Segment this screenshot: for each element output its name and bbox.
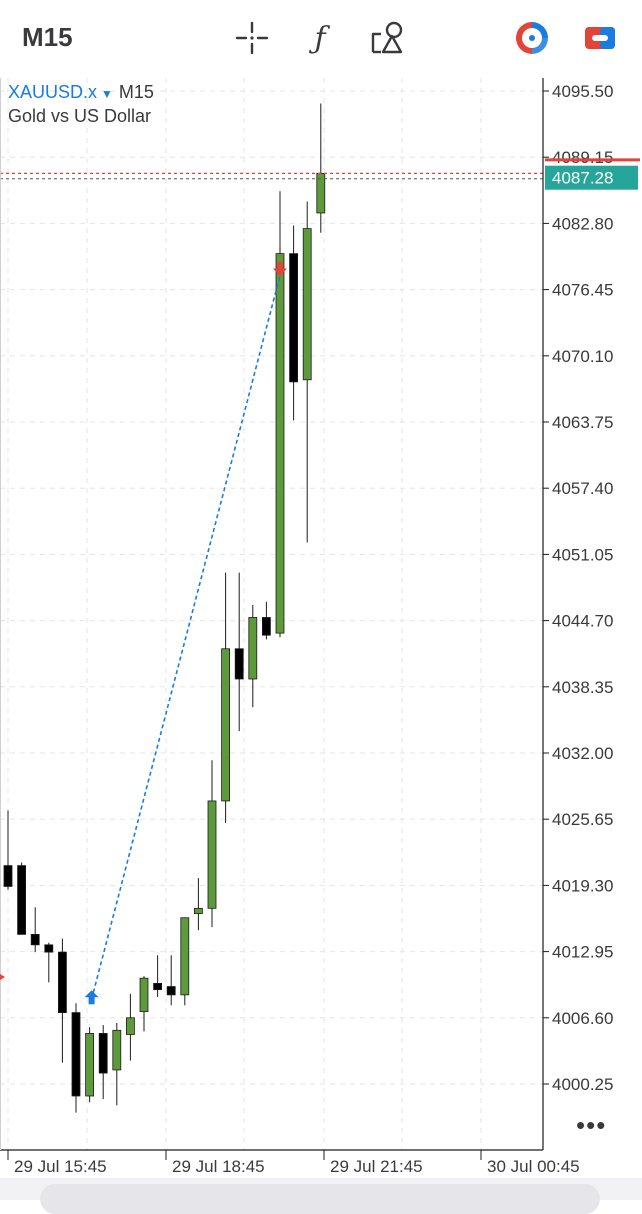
price-label: 4044.70 <box>552 612 613 631</box>
price-label: 4012.95 <box>552 943 613 962</box>
bull-candle <box>302 228 312 381</box>
buy-arrow-icon <box>84 990 99 1005</box>
bear-candle <box>58 951 67 1013</box>
top-toolbar: M15 ƒ <box>0 0 642 78</box>
bear-candle <box>98 1033 108 1074</box>
price-label: 4019.30 <box>552 876 613 895</box>
trade-toggle-icon[interactable] <box>512 18 552 58</box>
price-label: 4025.65 <box>552 810 613 829</box>
time-label: 30 Jul 00:45 <box>487 1157 580 1176</box>
sell-arrow-icon <box>273 261 287 277</box>
bull-candle <box>193 907 203 914</box>
price-label: 4070.10 <box>552 347 613 366</box>
price-label: 4089.15 <box>552 148 613 167</box>
trade-markers <box>84 261 287 1005</box>
bull-candle <box>112 1029 122 1071</box>
bear-candle <box>234 648 244 680</box>
timeframe-button[interactable]: M15 <box>22 22 73 52</box>
bull-candle <box>139 977 149 1012</box>
time-label: 29 Jul 15:45 <box>14 1157 107 1176</box>
price-label: 4095.50 <box>552 82 613 101</box>
crosshair-icon[interactable] <box>232 18 272 58</box>
bull-candle <box>221 648 231 802</box>
candles <box>3 103 326 1113</box>
window-icon[interactable] <box>580 18 620 58</box>
price-label: 4032.00 <box>552 744 613 763</box>
bull-candle <box>207 800 217 909</box>
symbol-timeframe: M15 <box>118 82 154 102</box>
bear-candle <box>44 944 54 953</box>
bull-candle <box>85 1033 94 1097</box>
function-icon[interactable]: ƒ <box>300 18 340 58</box>
more-icon[interactable]: ••• <box>576 1110 607 1140</box>
svg-text:ƒ: ƒ <box>308 21 330 56</box>
current-price-tag <box>545 165 638 190</box>
price-chart[interactable]: 4095.50 4089.15 4082.80 4076.45 4070.10 4063.… <box>0 78 642 1200</box>
price-label: 4057.40 <box>552 479 613 498</box>
price-label: 4051.05 <box>552 545 613 564</box>
bear-candle <box>261 617 271 636</box>
bear-candle <box>71 1012 81 1097</box>
symbol-dropdown-icon[interactable]: ▼ <box>101 87 113 101</box>
bear-candle <box>3 865 13 887</box>
objects-icon[interactable] <box>368 18 408 58</box>
bottom-sheet-handle[interactable] <box>40 1184 600 1214</box>
bull-candle <box>316 172 326 214</box>
chart-grid <box>0 78 543 1150</box>
bear-candle <box>30 933 40 946</box>
symbol-header[interactable]: XAUUSD.x ▼ M15 <box>8 82 154 103</box>
time-label: 29 Jul 21:45 <box>330 1157 423 1176</box>
left-marker <box>0 974 5 980</box>
price-label: 4038.35 <box>552 678 613 697</box>
trade-line <box>90 275 281 1000</box>
price-label: 4000.25 <box>552 1075 613 1094</box>
chart-axes: 4095.50 4089.15 4082.80 4076.45 4070.10 4063.… <box>0 78 640 1176</box>
bull-candle <box>275 253 285 634</box>
price-label: 4082.80 <box>552 214 613 233</box>
bear-candle <box>289 253 299 383</box>
current-price-label: 4087.28 <box>552 169 613 188</box>
bull-candle <box>126 1017 135 1035</box>
price-label: 4063.75 <box>552 413 613 432</box>
bear-candle <box>166 986 176 996</box>
time-label: 29 Jul 18:45 <box>172 1157 265 1176</box>
symbol-description: Gold vs US Dollar <box>8 106 152 126</box>
bull-candle <box>180 917 190 996</box>
bull-candle <box>248 617 258 680</box>
ask-marker <box>545 158 640 162</box>
price-label: 4006.60 <box>552 1009 613 1028</box>
bear-candle <box>153 982 163 991</box>
symbol-name[interactable]: XAUUSD.x <box>8 82 98 102</box>
price-label: 4076.45 <box>552 281 613 300</box>
bear-candle <box>17 865 27 935</box>
